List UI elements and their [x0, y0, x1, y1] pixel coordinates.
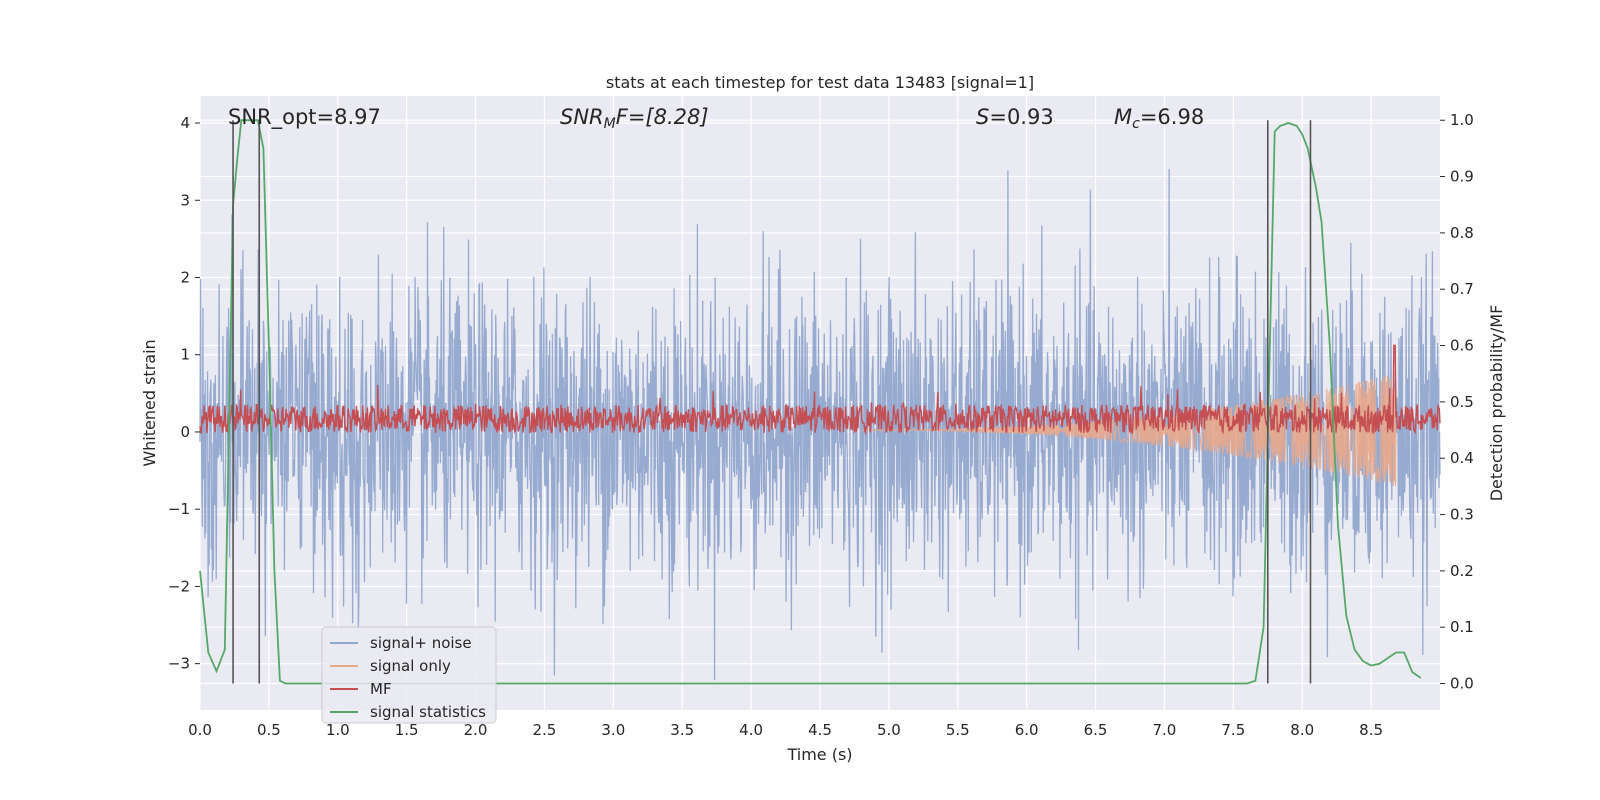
x-tick-label: 5.0	[877, 721, 901, 739]
snr-mf-annotation: SNRMF=[8.28]	[560, 105, 709, 132]
x-tick-label: 6.0	[1015, 721, 1039, 739]
x-tick-label: 0.0	[188, 721, 212, 739]
y-tick-label: −1	[168, 500, 190, 518]
series-layer	[199, 119, 1441, 685]
y-right-tick-label: 0.7	[1450, 280, 1474, 298]
y-right-tick-label: 0.0	[1450, 675, 1474, 693]
s-annotation: S=0.93	[976, 105, 1054, 129]
vertical-markers	[232, 120, 1312, 684]
x-tick-label: 8.5	[1359, 721, 1383, 739]
legend-label: MF	[370, 680, 392, 698]
y-right-tick-label: 0.4	[1450, 449, 1474, 467]
x-tick-label: 1.0	[326, 721, 350, 739]
signal-statistics-line	[199, 119, 1422, 685]
x-tick-label: 4.0	[739, 721, 763, 739]
x-axis-label: Time (s)	[786, 745, 852, 764]
y-tick-label: 0	[180, 423, 190, 441]
mc-value: =6.98	[1140, 105, 1204, 129]
y-tick-label: 3	[180, 191, 190, 209]
mc-annotation: Mc=6.98	[1114, 105, 1204, 132]
legend-box	[321, 626, 497, 724]
y-tick-label: 2	[180, 268, 190, 286]
snr-opt-annotation: SNR_opt=8.97	[228, 105, 381, 130]
x-tick-label: 5.5	[946, 721, 970, 739]
y-tick-label: −3	[168, 655, 190, 673]
y-right-tick-label: 0.9	[1450, 168, 1474, 186]
y-right-tick-label: 0.2	[1450, 562, 1474, 580]
y-tick-label: 4	[180, 114, 190, 132]
s-value: =0.93	[989, 105, 1053, 129]
snr-mf-suffix: F=[8.28]	[616, 105, 709, 129]
x-tick-label: 3.0	[601, 721, 625, 739]
legend-label: signal statistics	[370, 703, 486, 721]
s-variable: S	[976, 105, 989, 129]
mf-line	[199, 344, 1441, 436]
legend: signal+ noise signal only MF signal statist…	[321, 626, 497, 724]
y-tick-label: 1	[180, 346, 190, 364]
chart-title: stats at each timestep for test data 134…	[606, 73, 1034, 92]
x-tick-label: 3.5	[670, 721, 694, 739]
y-right-tick-label: 0.6	[1450, 337, 1474, 355]
y-right-tick-label: 0.1	[1450, 618, 1474, 636]
legend-label: signal+ noise	[370, 634, 472, 652]
x-tick-label: 4.5	[808, 721, 832, 739]
x-tick-label: 2.0	[464, 721, 488, 739]
y-tick-label: −2	[168, 577, 190, 595]
x-tick-label: 7.0	[1153, 721, 1177, 739]
y-right-tick-label: 0.5	[1450, 393, 1474, 411]
y-axis-label: Whitened strain	[140, 339, 159, 466]
x-tick-label: 6.5	[1084, 721, 1108, 739]
x-tick-label: 8.0	[1290, 721, 1314, 739]
x-tick-label: 2.5	[533, 721, 557, 739]
legend-label: signal only	[370, 657, 451, 675]
snr-mf-subscript: M	[604, 116, 616, 132]
signal-noise-line	[199, 168, 1441, 681]
x-tick-label: 7.5	[1221, 721, 1245, 739]
x-tick-label: 1.5	[395, 721, 419, 739]
mc-subscript: c	[1132, 116, 1140, 132]
legend-entries: signal+ noise signal only MF signal statist…	[330, 634, 486, 721]
mc-variable: M	[1114, 105, 1132, 129]
y-right-tick-label: 0.8	[1450, 224, 1474, 242]
y-right-tick-label: 0.3	[1450, 506, 1474, 524]
y-right-tick-label: 1.0	[1450, 111, 1474, 129]
y-axis-right-label: Detection probability/MF	[1487, 305, 1506, 502]
snr-mf-prefix: SNR	[560, 105, 604, 129]
tick-labels: 0.0 0.5 1.0 1.5 2.0 2.5 3.0 3.5 4.0 4.5 5.0 5.5 6.0 6…	[168, 111, 1474, 739]
x-tick-label: 0.5	[257, 721, 281, 739]
